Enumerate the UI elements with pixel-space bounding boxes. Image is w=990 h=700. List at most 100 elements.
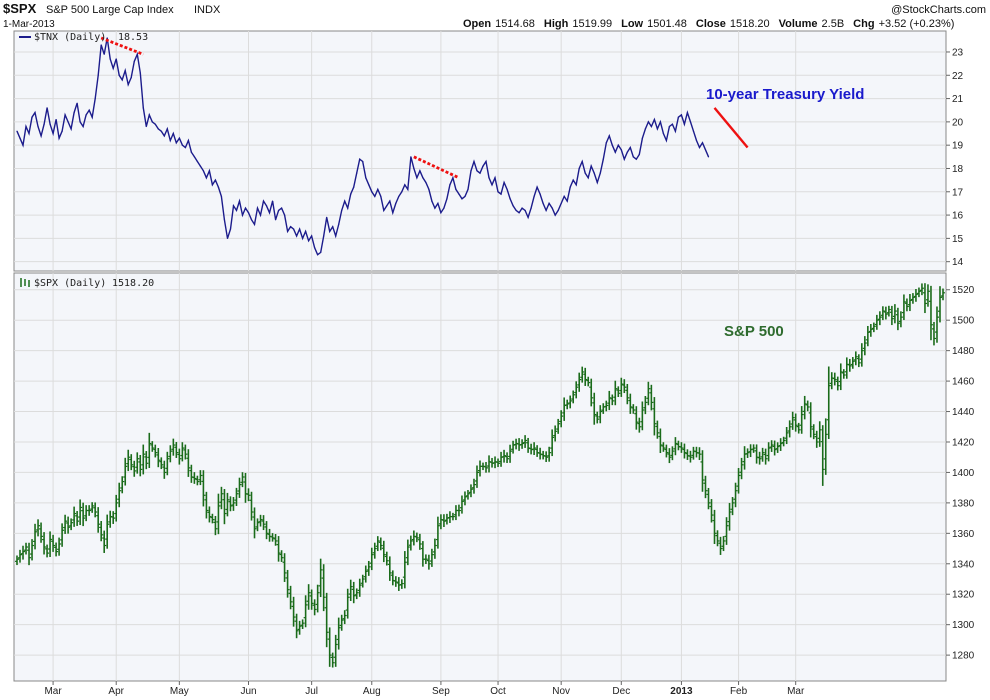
spx-bar (913, 288, 918, 302)
spx-bar (664, 444, 669, 458)
spx-bar (520, 439, 525, 449)
spx-bar (646, 381, 651, 406)
yield-point (133, 60, 135, 62)
yield-point (644, 128, 646, 130)
spx-bar (96, 507, 101, 533)
stat-value-high: 1519.99 (572, 18, 612, 30)
spx-legend: $SPX (Daily) 1518.20 (20, 278, 154, 289)
spx-bar (228, 496, 233, 512)
yield-point (308, 240, 310, 242)
spx-bar (941, 288, 945, 301)
spx-bar (405, 539, 410, 566)
spx-bar (841, 369, 846, 379)
spx-bar (114, 494, 119, 522)
yield-point (578, 167, 580, 170)
yield-point (602, 158, 604, 160)
spx-bar (366, 560, 371, 576)
spx-bar (342, 610, 347, 625)
spx-bar (219, 486, 224, 510)
yield-point (542, 202, 544, 205)
spx-bar (159, 457, 164, 470)
yield-point (67, 121, 69, 123)
yield-annotation: 10-year Treasury Yield (706, 86, 864, 103)
yield-point (299, 228, 301, 230)
spx-bar (874, 314, 879, 330)
spx-bar (81, 502, 86, 527)
yield-point (425, 181, 427, 184)
yield-point (70, 128, 72, 130)
x-tick-label: Jun (240, 686, 256, 697)
yield-tick-label: 20 (952, 117, 964, 128)
spx-bar (712, 509, 717, 544)
spx-bar (417, 533, 422, 550)
spx-bar (141, 444, 146, 475)
spx-bar (595, 411, 600, 424)
spx-bar (333, 634, 338, 667)
spx-bar (30, 539, 35, 561)
x-tick-label: Mar (44, 686, 62, 697)
spx-bar (910, 293, 915, 304)
yield-point (434, 207, 436, 209)
yield-point (314, 247, 316, 249)
spx-bar (402, 551, 407, 589)
spx-bar (700, 450, 705, 492)
yield-point (677, 116, 680, 118)
spx-bar (54, 542, 59, 557)
yield-point (160, 130, 162, 132)
spx-bar (252, 507, 257, 539)
spx-bar (784, 426, 789, 445)
yield-point (431, 200, 433, 202)
spx-bar (18, 549, 23, 563)
yield-legend: $TNX (Daily) 18.53 (19, 32, 148, 43)
spx-bar (381, 540, 386, 563)
spx-bar (21, 545, 26, 560)
yield-point (590, 165, 592, 167)
spx-bar (643, 396, 648, 415)
spx-bar (75, 511, 80, 526)
yield-point (235, 209, 238, 212)
spx-bar (790, 411, 795, 430)
yield-point (187, 139, 189, 142)
yield-point (689, 121, 692, 123)
spx-bar (120, 476, 125, 494)
spx-bar (724, 517, 729, 545)
yield-point (383, 209, 385, 212)
spx-bar (625, 383, 630, 405)
spx-bar (99, 520, 104, 542)
yield-point (289, 226, 292, 228)
yield-point (142, 107, 144, 109)
spx-bar (604, 400, 609, 412)
yield-point (599, 172, 601, 174)
spx-bar (805, 400, 810, 412)
yield-tick-label: 22 (952, 71, 964, 82)
yield-point (455, 188, 457, 191)
yield-point (620, 149, 622, 151)
spx-bar (210, 513, 215, 524)
yield-point (587, 177, 589, 179)
spx-bar (628, 393, 633, 414)
yield-point (680, 114, 683, 116)
trendline-dotted (413, 155, 460, 180)
spx-bar (177, 448, 182, 465)
spx-bar (387, 556, 392, 581)
spx-bar (766, 442, 771, 462)
stat-value-close: 1518.20 (730, 18, 770, 30)
spx-bar (450, 512, 455, 521)
spx-bar (682, 443, 687, 459)
spx-bar (279, 550, 284, 562)
spx-bar (889, 305, 894, 326)
spx-bar (787, 420, 792, 438)
spx-bar (180, 442, 185, 462)
spx-bar (474, 465, 479, 488)
spx-bar (919, 283, 924, 296)
spx-bar (225, 492, 230, 517)
spx-bar (399, 579, 404, 589)
spx-bar (27, 542, 32, 566)
spx-tick-label: 1420 (952, 437, 975, 448)
spx-bar (48, 531, 53, 558)
spx-bar (736, 468, 741, 494)
spx-bar (255, 518, 260, 532)
spx-bar (709, 499, 714, 523)
yield-point (686, 111, 689, 114)
spx-bar (508, 444, 513, 463)
